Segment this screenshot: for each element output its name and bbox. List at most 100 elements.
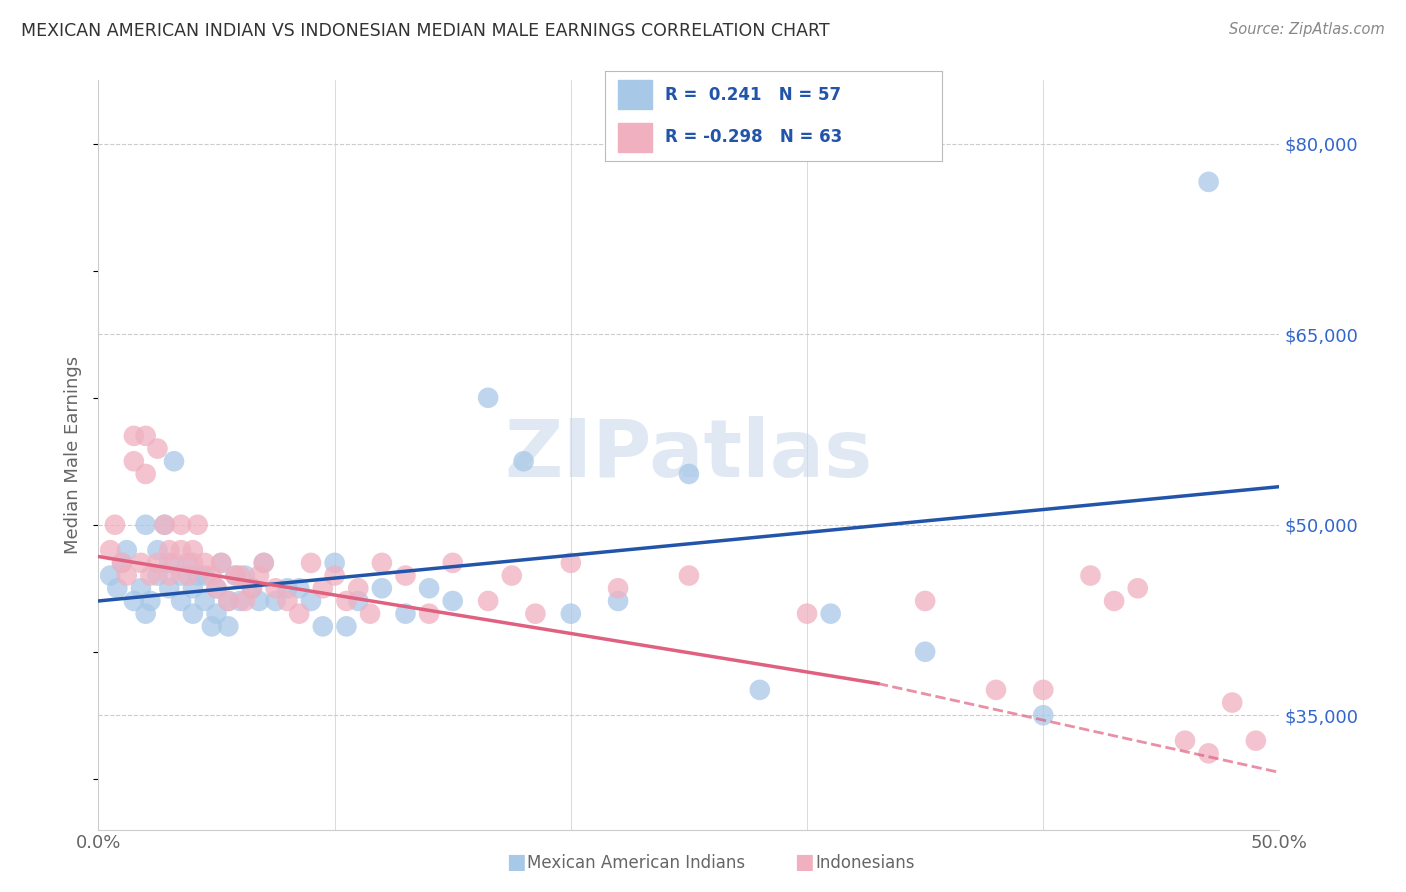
Point — [201, 568, 224, 582]
Point — [115, 543, 138, 558]
Text: ■: ■ — [794, 853, 814, 872]
Point — [335, 594, 357, 608]
Point — [135, 517, 157, 532]
Point — [122, 594, 145, 608]
Point — [984, 682, 1007, 697]
Point — [205, 607, 228, 621]
Point — [233, 594, 256, 608]
Point — [177, 568, 200, 582]
Point — [276, 594, 298, 608]
Point — [153, 517, 176, 532]
Point — [477, 391, 499, 405]
Point — [224, 568, 246, 582]
Point — [1080, 568, 1102, 582]
Point — [1174, 733, 1197, 747]
Point — [122, 429, 145, 443]
Point — [441, 594, 464, 608]
Point — [253, 556, 276, 570]
Point — [512, 454, 534, 468]
Point — [129, 581, 152, 595]
Point — [299, 556, 322, 570]
Point — [209, 556, 232, 570]
Point — [135, 607, 157, 621]
Point — [441, 556, 464, 570]
Point — [170, 568, 193, 582]
Point — [181, 607, 204, 621]
Point — [153, 517, 176, 532]
Point — [371, 556, 394, 570]
Point — [139, 568, 162, 582]
Text: Mexican American Indians: Mexican American Indians — [527, 855, 745, 872]
Point — [914, 645, 936, 659]
Point — [1198, 175, 1220, 189]
Point — [157, 543, 180, 558]
Point — [229, 594, 252, 608]
Point — [1126, 581, 1149, 595]
Point — [163, 454, 186, 468]
Point — [678, 467, 700, 481]
Point — [418, 581, 440, 595]
Point — [264, 581, 287, 595]
Point — [157, 556, 180, 570]
Point — [135, 467, 157, 481]
Point — [1220, 696, 1243, 710]
Point — [209, 556, 232, 570]
Point — [524, 607, 547, 621]
Point — [323, 568, 346, 582]
Point — [105, 581, 128, 595]
Point — [233, 568, 256, 582]
Point — [1032, 682, 1054, 697]
Point — [312, 619, 335, 633]
Text: R = -0.298   N = 63: R = -0.298 N = 63 — [665, 128, 842, 146]
Point — [224, 568, 246, 582]
Point — [229, 568, 252, 582]
Point — [347, 594, 370, 608]
Bar — [619, 123, 652, 152]
Point — [560, 607, 582, 621]
Text: R =  0.241   N = 57: R = 0.241 N = 57 — [665, 86, 841, 103]
Point — [205, 581, 228, 595]
Point — [111, 556, 134, 570]
Point — [177, 556, 200, 570]
Point — [194, 568, 217, 582]
Point — [217, 619, 239, 633]
Point — [299, 594, 322, 608]
Point — [194, 556, 217, 570]
Point — [748, 682, 770, 697]
Point — [359, 607, 381, 621]
Point — [217, 594, 239, 608]
Point — [253, 556, 276, 570]
Point — [240, 581, 263, 595]
Bar — [619, 80, 652, 109]
Point — [205, 581, 228, 595]
Text: MEXICAN AMERICAN INDIAN VS INDONESIAN MEDIAN MALE EARNINGS CORRELATION CHART: MEXICAN AMERICAN INDIAN VS INDONESIAN ME… — [21, 22, 830, 40]
Point — [104, 517, 127, 532]
Point — [247, 568, 270, 582]
Point — [129, 556, 152, 570]
Point — [201, 619, 224, 633]
Point — [170, 594, 193, 608]
Point — [122, 454, 145, 468]
Point — [560, 556, 582, 570]
Point — [98, 568, 121, 582]
Point — [135, 429, 157, 443]
Point — [477, 594, 499, 608]
Point — [607, 581, 630, 595]
Point — [418, 607, 440, 621]
Point — [240, 581, 263, 595]
Point — [146, 543, 169, 558]
Point — [170, 543, 193, 558]
Point — [501, 568, 523, 582]
Point — [194, 594, 217, 608]
Text: Indonesians: Indonesians — [815, 855, 915, 872]
Point — [312, 581, 335, 595]
Point — [146, 556, 169, 570]
Point — [914, 594, 936, 608]
Point — [796, 607, 818, 621]
Point — [181, 556, 204, 570]
Point — [157, 581, 180, 595]
Point — [146, 568, 169, 582]
Point — [394, 607, 416, 621]
Point — [1198, 747, 1220, 761]
Point — [157, 568, 180, 582]
